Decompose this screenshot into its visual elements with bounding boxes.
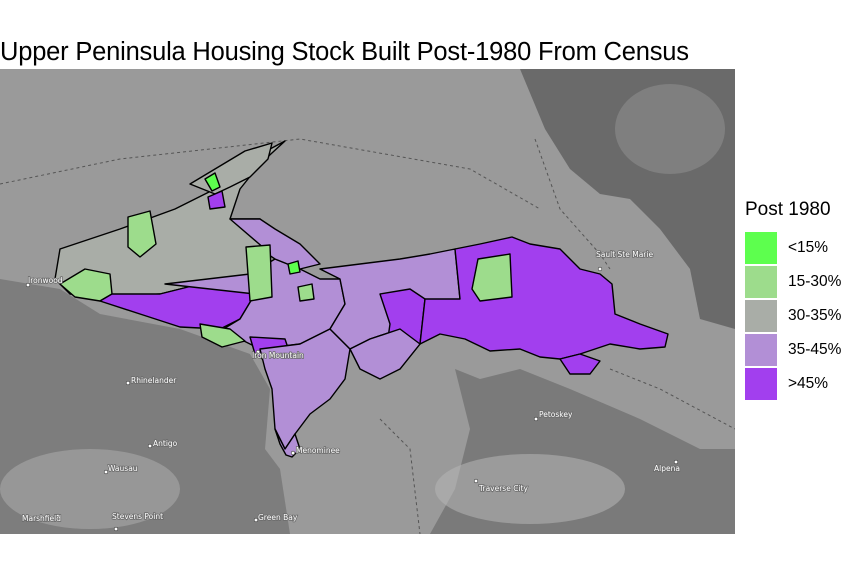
map-svg[interactable]: Ironwood Rhinelander Antigo Wausau Marsh… <box>0 69 735 534</box>
city-label-traverse-city: Traverse City <box>478 484 528 493</box>
city-label-menominee: Menominee <box>296 446 340 455</box>
city-label-alpena: Alpena <box>654 464 680 473</box>
region-15-30[interactable] <box>127 210 157 258</box>
city-label-green-bay: Green Bay <box>258 513 298 522</box>
region-15-30[interactable] <box>297 283 315 302</box>
region-over-45[interactable] <box>207 190 226 210</box>
legend: Post 1980 <15% 15-30% 30-35% 35-45% >45% <box>745 199 850 401</box>
region-under-15[interactable] <box>287 260 301 275</box>
region-15-30[interactable] <box>199 323 246 348</box>
city-markers: Ironwood Rhinelander Antigo Wausau Marsh… <box>21 249 681 532</box>
city-label-stevens-point: Stevens Point <box>112 512 163 521</box>
region-under-15[interactable] <box>204 172 221 192</box>
border-line <box>379 418 421 534</box>
terrain-patch <box>435 454 625 524</box>
legend-label: >45% <box>788 375 829 392</box>
city-dot <box>597 266 603 272</box>
city-label-sault-ste-marie: Sault Ste Marie <box>596 250 653 259</box>
legend-label: 15-30% <box>788 273 842 290</box>
region-35-45[interactable] <box>349 328 421 380</box>
city-dot <box>125 380 131 386</box>
legend-swatch <box>745 300 777 332</box>
legend-title: Post 1980 <box>745 199 831 220</box>
terrain-patch <box>0 449 180 529</box>
city-dot <box>55 513 61 519</box>
legend-label: 35-45% <box>788 341 842 358</box>
legend-swatch <box>745 266 777 298</box>
city-dot <box>673 459 679 465</box>
city-label-antigo: Antigo <box>153 439 178 448</box>
region-35-45[interactable] <box>274 428 301 458</box>
legend-label: 30-35% <box>788 307 842 324</box>
legend-item: 30-35% <box>745 299 850 333</box>
city-dot <box>253 517 259 523</box>
city-dot <box>147 443 153 449</box>
legend-item: 35-45% <box>745 333 850 367</box>
city-dot <box>103 469 109 475</box>
region-15-30[interactable] <box>245 244 273 302</box>
border-line <box>609 368 735 430</box>
map-panel[interactable]: Ironwood Rhinelander Antigo Wausau Marsh… <box>0 69 735 534</box>
legend-item: <15% <box>745 231 850 265</box>
legend-swatch <box>745 232 777 264</box>
legend-swatch <box>745 368 777 400</box>
city-label-iron-mountain: Iron Mountain <box>252 351 304 360</box>
city-label-marshfield: Marshfield <box>22 514 61 523</box>
city-label-petoskey: Petoskey <box>539 410 573 419</box>
city-dot <box>113 526 119 532</box>
city-label-wausau: Wausau <box>108 464 138 473</box>
legend-item: >45% <box>745 367 850 401</box>
city-dot <box>533 416 539 422</box>
city-label-rhinelander: Rhinelander <box>131 376 177 385</box>
city-dot <box>255 349 261 355</box>
legend-label: <15% <box>788 239 829 256</box>
legend-swatch <box>745 334 777 366</box>
border-line <box>534 138 611 270</box>
region-15-30[interactable] <box>471 253 513 302</box>
region-over-45[interactable] <box>559 353 601 375</box>
map-title: Upper Peninsula Housing Stock Built Post… <box>0 38 689 66</box>
city-dot <box>25 282 31 288</box>
city-label-ironwood: Ironwood <box>28 276 63 285</box>
legend-item: 15-30% <box>745 265 850 299</box>
city-dot <box>473 478 479 484</box>
city-dot <box>290 450 296 456</box>
terrain-patch <box>615 84 725 174</box>
